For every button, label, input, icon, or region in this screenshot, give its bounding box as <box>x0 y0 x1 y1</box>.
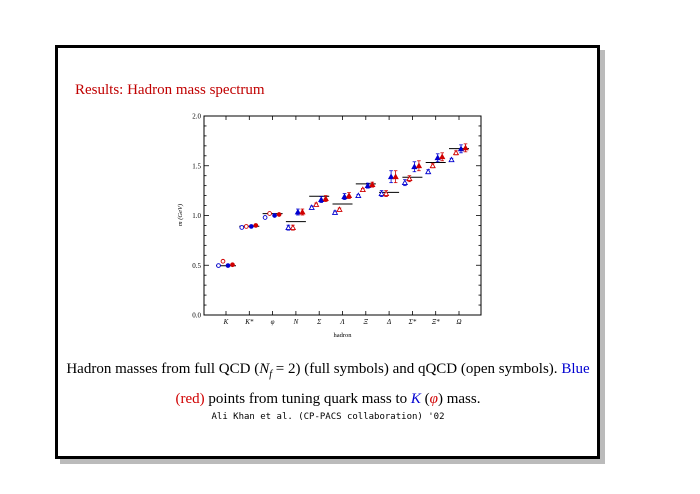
data-point-circle <box>253 223 259 228</box>
data-point-triangle <box>406 175 413 182</box>
nf-symbol: N <box>259 361 270 377</box>
data-point-triangle <box>439 153 446 160</box>
data-point-triangle <box>457 145 465 152</box>
x-tick-label: K* <box>244 318 254 326</box>
data-point-triangle <box>289 224 297 231</box>
data-point-triangle <box>345 192 353 198</box>
data-point-triangle <box>331 209 339 215</box>
data-point-triangle <box>318 196 325 202</box>
x-tick-label: Δ <box>386 318 391 326</box>
data-point-circle <box>267 211 272 216</box>
slide-credit: Ali Khan et al. (CP-PACS collaboration) … <box>211 412 445 422</box>
data-point-circle <box>239 225 245 230</box>
data-point-triangle <box>313 201 320 207</box>
data-point-triangle <box>392 173 399 180</box>
x-tick-label: Σ* <box>408 318 417 326</box>
data-point-circle <box>225 263 231 268</box>
y-axis-label: m (GeV) <box>177 204 184 226</box>
data-point-triangle <box>308 204 315 210</box>
data-point-circle <box>230 262 235 268</box>
data-point-circle <box>276 212 282 217</box>
x-tick-label: Ξ <box>364 318 369 326</box>
y-tick-label: 1.0 <box>192 212 201 220</box>
caption-red-word: (red) <box>175 391 205 407</box>
data-point-triangle <box>322 195 329 201</box>
data-point-triangle <box>355 192 362 198</box>
x-tick-label: φ <box>271 318 275 326</box>
x-axis-label: hadron <box>333 332 352 339</box>
slide-caption: Hadron masses from full QCD (Nf = 2) (fu… <box>62 357 594 411</box>
x-tick-label: Λ <box>339 318 345 326</box>
caption-blue-word: Blue <box>561 361 590 377</box>
data-point-triangle <box>448 156 455 163</box>
data-point-circle <box>272 213 277 218</box>
nf-value: = 2) <box>272 361 301 377</box>
data-point-triangle <box>364 182 371 189</box>
y-tick-label: 2.0 <box>192 113 201 121</box>
data-point-triangle <box>434 154 441 161</box>
data-point-triangle <box>336 206 343 212</box>
data-point-triangle <box>429 162 436 169</box>
data-point-triangle <box>294 208 302 215</box>
caption-part-5: ) mass. <box>437 391 481 407</box>
caption-part-4: ( <box>420 391 430 407</box>
plot-frame <box>203 115 482 316</box>
phi-symbol: φ <box>429 391 438 407</box>
data-point-triangle <box>411 163 418 170</box>
y-tick-label: 0.0 <box>192 312 201 320</box>
data-point-circle <box>220 258 226 264</box>
x-tick-label: K <box>223 318 229 326</box>
caption-part-2: (full symbols) and qQCD (open symbols). <box>300 361 562 377</box>
data-point-triangle <box>387 173 395 180</box>
x-tick-label: Ω <box>456 318 461 326</box>
data-point-triangle <box>369 181 376 188</box>
data-point-triangle <box>299 208 306 215</box>
data-point-triangle <box>462 144 469 151</box>
data-point-triangle <box>378 190 385 196</box>
data-point-triangle <box>415 162 423 169</box>
data-point-circle <box>216 263 221 268</box>
caption-part-3: points from tuning quark mass to <box>204 391 411 407</box>
k-symbol: K <box>410 391 421 407</box>
caption-part-1: Hadron masses from full QCD ( <box>66 361 260 377</box>
data-point-circle <box>248 224 254 229</box>
data-point-triangle <box>401 179 409 186</box>
nf-subscript: f <box>269 369 273 380</box>
x-tick-label: Σ <box>316 318 322 326</box>
slide-frame <box>55 45 600 459</box>
x-tick-label: Ξ* <box>432 318 440 326</box>
y-tick-label: 1.5 <box>192 162 201 170</box>
slide-title: Results: Hadron mass spectrum <box>75 82 265 98</box>
data-point-triangle <box>341 193 348 199</box>
y-tick-label: 0.5 <box>192 262 201 270</box>
data-point-triangle <box>359 186 366 193</box>
data-point-circle <box>243 224 249 229</box>
data-point-circle <box>262 215 268 220</box>
x-tick-label: N <box>293 318 299 326</box>
data-point-triangle <box>425 168 432 175</box>
data-point-triangle <box>285 224 292 231</box>
data-point-triangle <box>452 149 460 156</box>
data-point-triangle <box>382 190 390 196</box>
